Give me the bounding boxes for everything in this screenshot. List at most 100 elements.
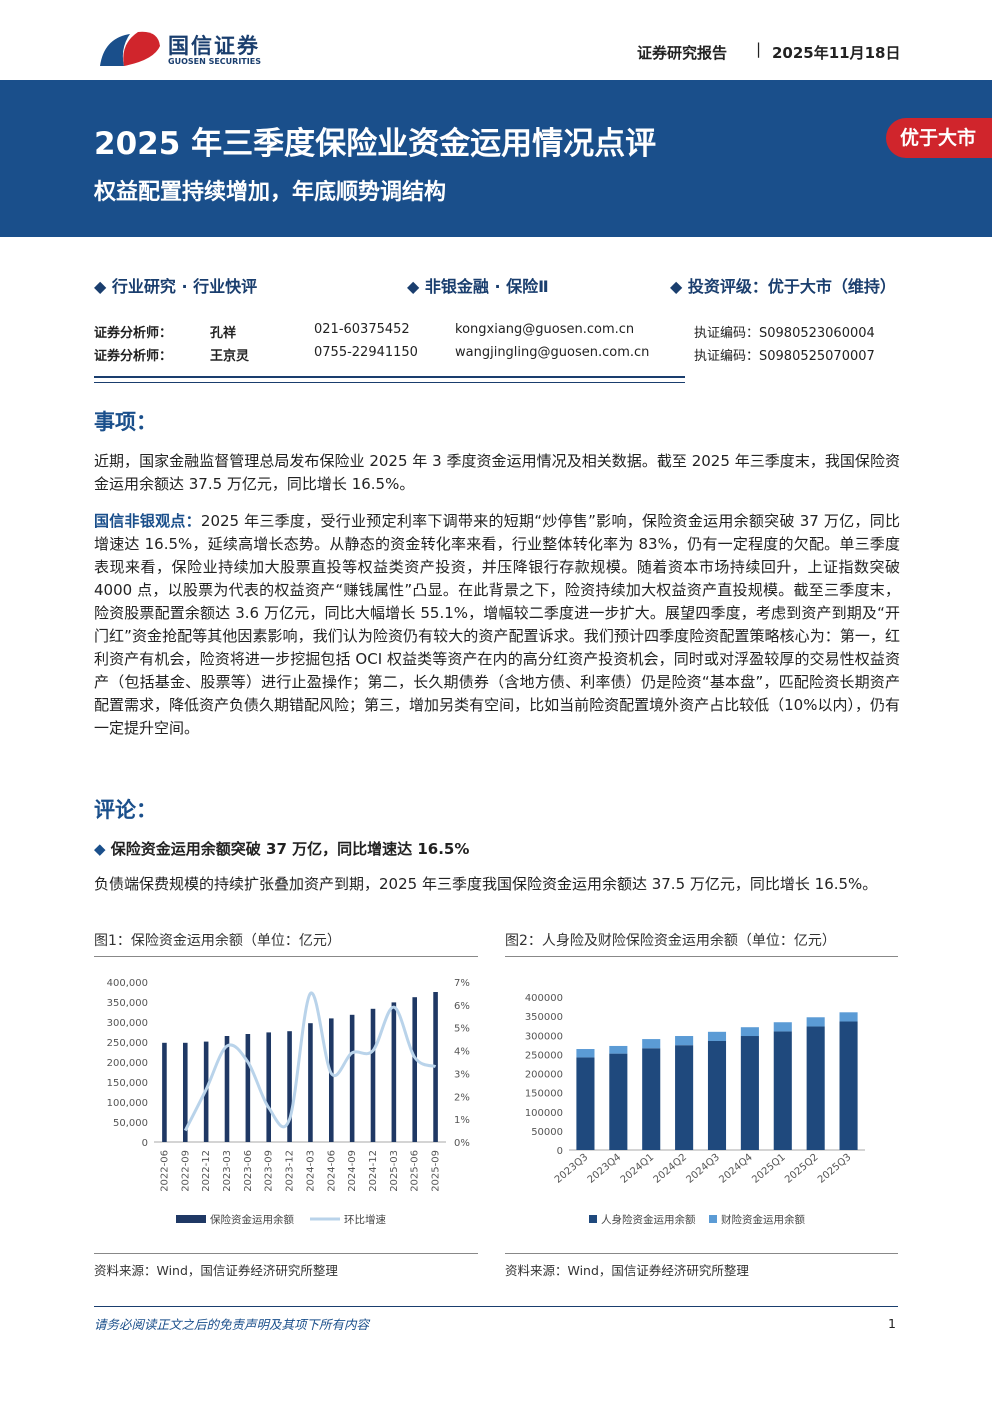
y-tick-label: 300000 bbox=[525, 1031, 563, 1042]
tag: ◆ 行业研究 · 行业快评 bbox=[94, 277, 258, 296]
logo-cn: 国信证券 bbox=[168, 34, 260, 58]
bar bbox=[806, 1026, 825, 1150]
x-tick-label: 2025Q2 bbox=[783, 1152, 820, 1186]
tag: ◆ 投资评级：优于大市（维持） bbox=[670, 277, 896, 296]
bar bbox=[308, 1023, 313, 1142]
analyst-name: 孔祥 bbox=[210, 326, 237, 341]
analyst-label: 证券分析师： bbox=[94, 326, 173, 341]
paragraph: 近期，国家金融监督管理总局发布保险业 2025 年 3 季度资金运用情况及相关数… bbox=[94, 452, 900, 493]
chart: 0 50000 100000 150000 200000 250000 300000 3500… bbox=[525, 993, 865, 1226]
chart: 0 50,000 100,000 150,000 200,000 250,000 300,0… bbox=[107, 978, 470, 1226]
view-text: 2025 年三季度，受行业预定利率下调带来的短期“炒停售”影响，保险资金运用余额… bbox=[94, 512, 900, 737]
bar bbox=[707, 1040, 727, 1150]
y-tick-label: 200000 bbox=[525, 1070, 563, 1081]
title: 2025 年三季度保险业资金运用情况点评 bbox=[94, 126, 657, 162]
figure-source: 资料来源：Wind，国信证券经济研究所整理 bbox=[505, 1263, 749, 1278]
bar bbox=[433, 992, 438, 1142]
section-heading: 事项： bbox=[94, 410, 157, 434]
figure-title: 图2：人身险及财险保险资金运用余额（单位：亿元） bbox=[505, 930, 898, 957]
y-tick-label: 150000 bbox=[525, 1089, 563, 1100]
y-tick-label: 250000 bbox=[525, 1050, 563, 1061]
logo-icon bbox=[100, 31, 160, 66]
figure-title: 图1：保险资金运用余额（单位：亿元） bbox=[94, 930, 478, 957]
y-tick-label: 50,000 bbox=[113, 1118, 148, 1129]
analyst-phone: 021-60375452 bbox=[314, 322, 410, 337]
x-tick-label: 2024Q2 bbox=[652, 1152, 689, 1186]
line-series bbox=[183, 991, 437, 1132]
x-tick-label: 2025Q1 bbox=[750, 1152, 787, 1186]
bar bbox=[412, 997, 418, 1142]
tag-text: 投资评级：优于大市（维持） bbox=[687, 277, 896, 296]
figure-source: 资料来源：Wind，国信证券经济研究所整理 bbox=[94, 1263, 338, 1278]
paragraph: 负债端保费规模的持续扩张叠加资产到期，2025 年三季度我国保险资金运用余额达 … bbox=[94, 875, 878, 893]
analyst-cert: 执证编码：S0980525070007 bbox=[694, 349, 875, 364]
y-tick-label: 150,000 bbox=[107, 1078, 148, 1089]
analyst-phone: 0755-22941150 bbox=[314, 345, 418, 360]
bar bbox=[182, 1042, 188, 1142]
x-tick-label: 2024Q3 bbox=[684, 1152, 721, 1186]
legend-label: 财险资金运用余额 bbox=[721, 1213, 805, 1226]
y-tick-label: 100,000 bbox=[107, 1098, 148, 1109]
y2-tick-label: 0% bbox=[454, 1138, 470, 1149]
bar bbox=[609, 1045, 628, 1054]
report-type: 证券研究报告 bbox=[637, 44, 728, 62]
x-tick-label: 2022-12 bbox=[201, 1150, 212, 1192]
disclaimer: 请务必阅读正文之后的免责声明及其项下所有内容 bbox=[94, 1317, 370, 1332]
legend-swatch bbox=[589, 1215, 597, 1223]
y2-tick-label: 2% bbox=[454, 1092, 470, 1103]
y2-tick-label: 7% bbox=[454, 978, 470, 989]
x-tick-label: 2024Q1 bbox=[619, 1152, 656, 1186]
bar bbox=[576, 1049, 595, 1058]
x-tick-label: 2023-03 bbox=[222, 1150, 233, 1192]
legend-swatch bbox=[176, 1215, 206, 1223]
bar bbox=[642, 1048, 661, 1150]
bar bbox=[349, 1014, 355, 1142]
rule bbox=[94, 376, 685, 383]
bar bbox=[245, 1034, 251, 1142]
bar bbox=[328, 1018, 334, 1142]
bar bbox=[839, 1021, 858, 1150]
y-tick-label: 50000 bbox=[531, 1127, 563, 1138]
rule bbox=[505, 1253, 898, 1254]
bar bbox=[609, 1053, 628, 1150]
y-tick-label: 200,000 bbox=[107, 1058, 148, 1069]
tag: ◆ 非银金融 · 保险Ⅱ bbox=[407, 277, 549, 296]
y2-tick-label: 5% bbox=[454, 1024, 470, 1035]
footer-rule bbox=[94, 1306, 898, 1307]
analyst-name: 王京灵 bbox=[210, 349, 250, 364]
divider: | bbox=[756, 40, 762, 58]
y2-tick-label: 3% bbox=[454, 1069, 470, 1080]
x-tick-label: 2025-03 bbox=[389, 1150, 400, 1192]
bar bbox=[370, 1008, 376, 1142]
bar bbox=[576, 1057, 595, 1150]
x-tick-label: 2024-12 bbox=[368, 1150, 379, 1192]
analyst-label: 证券分析师： bbox=[94, 349, 173, 364]
y-tick-label: 350000 bbox=[525, 1012, 563, 1023]
x-tick-label: 2025-06 bbox=[410, 1150, 421, 1192]
logo-en: GUOSEN SECURITIES bbox=[168, 57, 261, 66]
analyst-email: kongxiang@guosen.com.cn bbox=[455, 322, 635, 337]
bar bbox=[839, 1012, 858, 1022]
y2-tick-label: 6% bbox=[454, 1001, 470, 1012]
bar bbox=[773, 1022, 792, 1032]
x-tick-label: 2023-12 bbox=[285, 1150, 296, 1192]
rating-badge: 优于大市 bbox=[886, 118, 992, 158]
banner bbox=[0, 80, 992, 237]
bar bbox=[224, 1036, 230, 1142]
x-tick-label: 2022-09 bbox=[180, 1150, 191, 1192]
y-tick-label: 250,000 bbox=[107, 1038, 148, 1049]
bar bbox=[391, 1002, 397, 1142]
bullet-heading: ◆ 保险资金运用余额突破 37 万亿，同比增速达 16.5% bbox=[94, 840, 470, 858]
bar bbox=[162, 1042, 167, 1142]
report-date: 2025年11月18日 bbox=[772, 44, 901, 62]
bar bbox=[707, 1031, 727, 1041]
y-tick-label: 400000 bbox=[525, 993, 563, 1004]
x-tick-label: 2022-06 bbox=[159, 1150, 170, 1192]
x-tick-label: 2023-06 bbox=[243, 1150, 254, 1192]
y2-tick-label: 1% bbox=[454, 1115, 470, 1126]
x-tick-label: 2023-09 bbox=[264, 1150, 275, 1192]
analyst-cert: 执证编码：S0980523060004 bbox=[694, 326, 875, 341]
bar bbox=[740, 1036, 759, 1150]
bar bbox=[675, 1036, 694, 1046]
y-tick-label: 0 bbox=[142, 1138, 148, 1149]
